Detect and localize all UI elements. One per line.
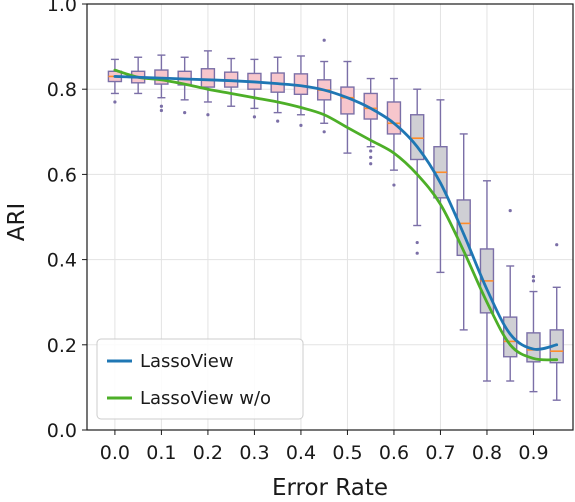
series-lines xyxy=(113,68,559,362)
x-tick-label-2: 0.2 xyxy=(193,442,223,464)
y-tick-label-0: 0.0 xyxy=(47,420,77,442)
box-flier-0 xyxy=(252,115,257,119)
box-flier-0 xyxy=(322,38,326,42)
y-tick-label-3: 0.6 xyxy=(47,164,77,186)
box-plot-7 xyxy=(270,56,285,123)
box-flier-1 xyxy=(322,130,326,134)
x-tick-label-6: 0.6 xyxy=(379,442,409,464)
y-tick-labels: 0.0 0.2 0.4 0.6 0.8 1.0 xyxy=(47,0,87,442)
box-flier-0 xyxy=(555,243,559,247)
box-flier-1 xyxy=(369,155,373,159)
box-flier-2 xyxy=(369,162,373,166)
box-flier-0 xyxy=(206,113,210,117)
box-plot-19 xyxy=(549,243,564,401)
x-tick-label-1: 0.1 xyxy=(146,442,176,464)
x-tick-label-4: 0.4 xyxy=(286,442,316,464)
box-flier-1 xyxy=(531,279,536,283)
plot-border xyxy=(86,3,574,431)
box-plot-17 xyxy=(503,209,518,382)
legend-label-lassoview-wo: LassoView w/o xyxy=(140,388,271,409)
box-body xyxy=(200,68,216,88)
box-plot-12 xyxy=(386,77,402,187)
x-tick-label-3: 0.3 xyxy=(239,442,269,464)
box-flier-0 xyxy=(369,149,373,153)
x-tick-label-8: 0.8 xyxy=(472,442,502,464)
x-tick-labels: 0.0 0.1 0.2 0.3 0.4 0.5 0.6 0.7 0.8 0.9 xyxy=(100,430,549,464)
box-plot-14 xyxy=(433,99,448,274)
y-tick-label-1: 0.2 xyxy=(47,335,77,357)
box-flier-0 xyxy=(415,240,419,245)
y-tick-label-4: 0.8 xyxy=(47,79,77,101)
legend: LassoView LassoView w/o xyxy=(96,338,304,420)
y-tick-label-5: 1.0 xyxy=(47,0,77,16)
box-flier-1 xyxy=(415,251,419,255)
series-line-0 xyxy=(113,75,559,351)
box-plot-10 xyxy=(340,60,355,154)
box-flier-0 xyxy=(276,119,280,123)
box-plot-9 xyxy=(316,38,332,134)
x-tick-label-0: 0.0 xyxy=(100,442,130,464)
box-plot-5 xyxy=(223,57,239,107)
plot-frame xyxy=(86,3,574,431)
box-flier-1 xyxy=(159,108,164,113)
box-plot-11 xyxy=(363,77,378,166)
legend-box xyxy=(96,338,304,420)
box-flier-0 xyxy=(299,123,303,128)
x-tick-label-5: 0.5 xyxy=(332,442,362,464)
series-line-1 xyxy=(113,68,559,362)
x-axis-title: Error Rate xyxy=(272,475,388,501)
box-plot-18 xyxy=(526,275,541,393)
y-axis-title: ARI xyxy=(4,203,30,242)
box-body xyxy=(386,101,402,135)
box-flier-0 xyxy=(531,275,536,279)
box-flier-0 xyxy=(392,183,396,187)
y-tick-label-2: 0.4 xyxy=(47,250,77,272)
box-plot-13 xyxy=(410,88,425,255)
x-tick-label-9: 0.9 xyxy=(518,442,548,464)
box-flier-0 xyxy=(159,104,164,108)
x-tick-label-7: 0.7 xyxy=(425,442,455,464)
box-flier-0 xyxy=(183,111,187,115)
box-flier-0 xyxy=(113,100,117,104)
legend-label-lassoview: LassoView xyxy=(140,351,234,372)
box-flier-0 xyxy=(508,209,512,213)
